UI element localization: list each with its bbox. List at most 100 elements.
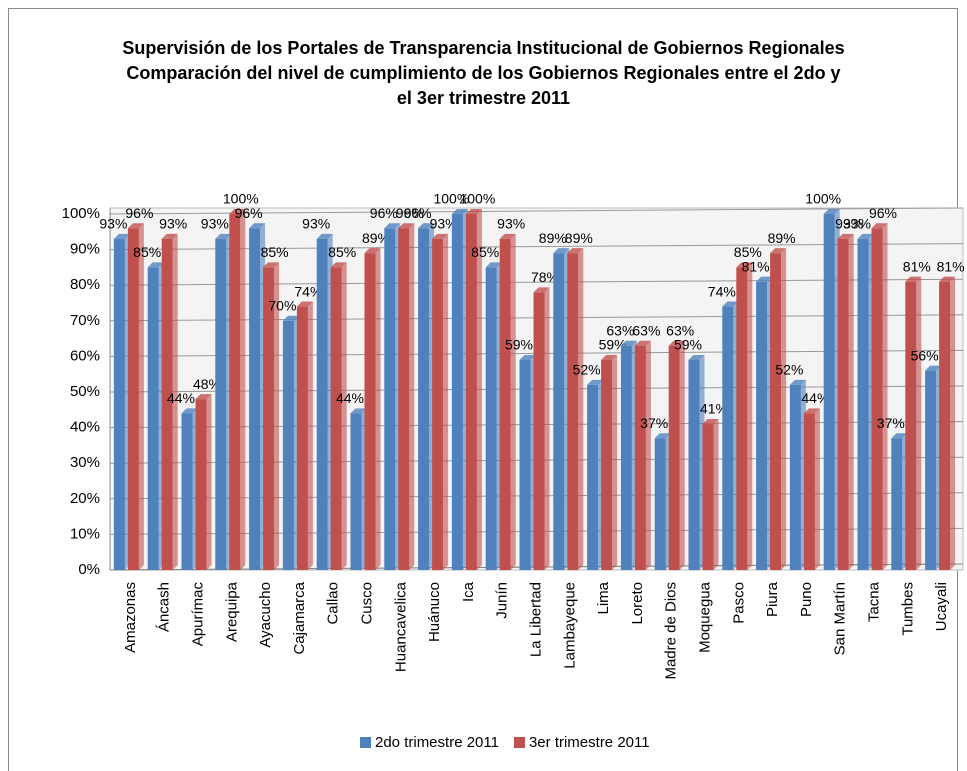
y-tick-label: 50%	[70, 383, 100, 400]
x-tick-label: Moquegua	[696, 581, 713, 653]
bar-top	[350, 408, 367, 414]
bar	[891, 438, 903, 570]
bar	[567, 253, 579, 570]
bar-side	[138, 223, 144, 571]
x-tick-label: Ucayali	[933, 582, 950, 631]
bar	[770, 253, 782, 570]
bar-side	[781, 248, 787, 570]
y-tick-label: 90%	[70, 241, 100, 258]
data-label: 96%	[404, 205, 432, 221]
bar-top	[147, 262, 164, 268]
data-label: 37%	[640, 415, 668, 431]
bar	[668, 345, 680, 570]
bar	[451, 214, 463, 570]
bar	[296, 306, 308, 570]
bar	[161, 238, 173, 571]
bar	[249, 228, 261, 571]
data-label: 70%	[268, 298, 296, 314]
bar-side	[274, 262, 280, 570]
bar	[688, 359, 700, 570]
bar-side	[612, 354, 618, 570]
data-label: 37%	[877, 415, 905, 431]
bar-top	[634, 340, 651, 346]
bar	[181, 413, 193, 570]
bar-top	[398, 223, 415, 229]
x-tick-label: Piura	[764, 581, 781, 617]
x-tick-label: Tacna	[865, 581, 882, 622]
data-label: 81%	[903, 258, 931, 274]
bar-side	[679, 340, 685, 570]
bar	[654, 438, 666, 570]
bar-top	[770, 248, 787, 254]
bar-side	[409, 223, 415, 571]
bar-side	[645, 340, 651, 570]
data-label: 100%	[459, 191, 495, 207]
legend-swatch	[360, 737, 371, 748]
bar	[282, 320, 294, 570]
y-tick-label: 100%	[62, 205, 100, 222]
bar	[519, 359, 531, 570]
bar	[147, 267, 159, 570]
bar-side	[882, 223, 888, 571]
bar-top	[181, 408, 198, 414]
bar-top	[465, 209, 482, 214]
data-label: 74%	[708, 283, 736, 299]
data-label: 63%	[606, 322, 634, 338]
data-label: 78%	[531, 269, 559, 285]
bar-top	[601, 354, 618, 360]
data-label: 59%	[599, 337, 627, 353]
bar	[587, 384, 599, 570]
bar	[601, 359, 613, 570]
bar-side	[341, 262, 347, 570]
bar-side	[544, 287, 550, 570]
x-tick-label: Loreto	[629, 582, 646, 625]
legend-swatch	[513, 737, 525, 748]
data-label: 89%	[768, 230, 796, 246]
x-tick-label: Cusco	[358, 582, 375, 625]
data-label: 81%	[937, 258, 965, 274]
x-tick-label: Tumbes	[899, 582, 916, 636]
y-tick-label: 80%	[70, 276, 100, 293]
bar-side	[476, 209, 482, 570]
data-label: 100%	[433, 191, 469, 207]
bar	[756, 281, 768, 570]
bar-top	[587, 379, 604, 385]
bar-top	[451, 209, 468, 214]
bar	[702, 424, 714, 570]
data-label: 93%	[835, 216, 863, 232]
data-label: 93%	[201, 216, 229, 232]
data-label: 96%	[396, 205, 424, 221]
bar-top	[837, 233, 854, 239]
bar-side	[950, 276, 956, 570]
y-tick-label: 40%	[70, 419, 100, 436]
data-label: 93%	[302, 216, 330, 232]
bar-top	[654, 433, 671, 439]
data-label: 100%	[223, 191, 259, 207]
bar	[499, 238, 511, 571]
x-tick-label: Huancavelica	[392, 581, 409, 672]
bar	[195, 399, 207, 570]
bar-top	[756, 276, 773, 282]
data-label: 85%	[133, 244, 161, 260]
bar-top	[803, 408, 820, 414]
x-tick-label: Cajamarca	[291, 581, 308, 654]
bar	[127, 228, 139, 571]
bar-top	[553, 248, 570, 254]
data-label: 85%	[261, 244, 289, 260]
bar-top	[113, 233, 130, 239]
bar	[330, 267, 342, 570]
bar	[384, 228, 396, 571]
data-label: 93%	[99, 216, 127, 232]
data-label: 89%	[362, 230, 390, 246]
bar-side	[916, 276, 922, 570]
bar	[857, 238, 869, 571]
bar	[485, 267, 497, 570]
bar	[364, 253, 376, 570]
bar	[432, 238, 444, 571]
y-tick-label: 0%	[78, 561, 100, 578]
data-label: 93%	[430, 216, 458, 232]
bar-side	[443, 233, 449, 571]
bar-top	[418, 223, 435, 229]
bar-top	[229, 209, 246, 214]
